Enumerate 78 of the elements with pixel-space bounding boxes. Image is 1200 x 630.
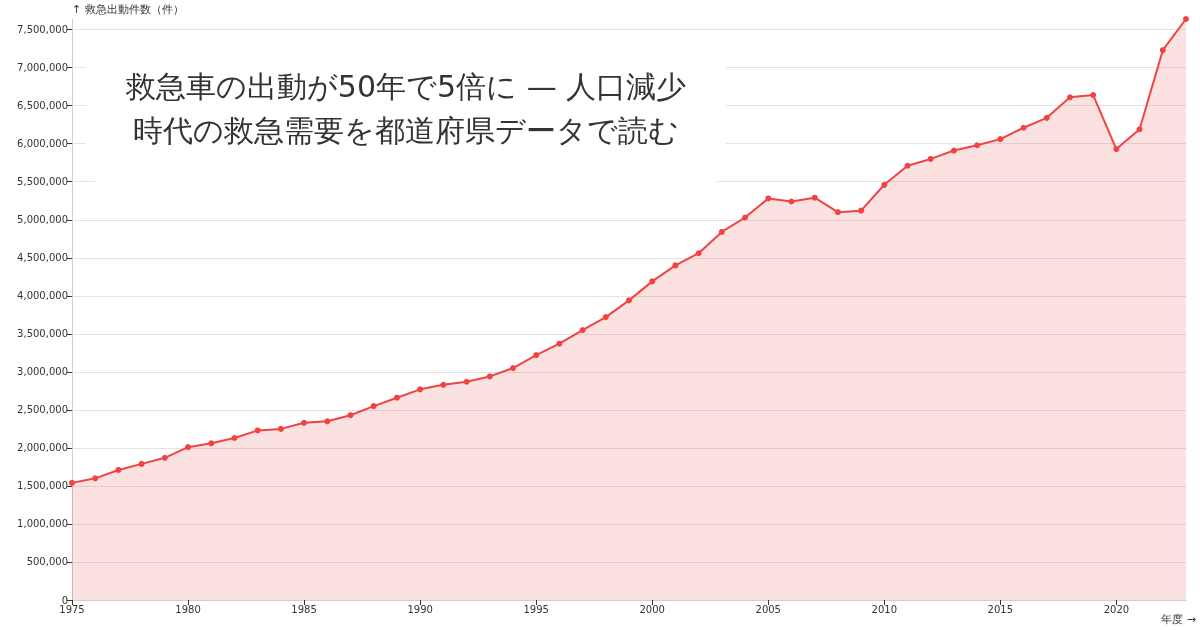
text: 救急車の出動が50年で5倍に — 人口減少時代の救急需要を都道府県データで読む	[124, 68, 688, 150]
point	[649, 278, 656, 285]
point	[463, 378, 470, 385]
point	[347, 412, 354, 419]
y-tick-label: 7,000,000	[17, 62, 68, 74]
x-tick-label: 2020	[1103, 603, 1130, 615]
y-tick-label: 1,000,000	[17, 518, 68, 530]
y-tick-label: 0	[61, 594, 68, 606]
y-tick-label: 4,000,000	[17, 290, 68, 302]
point	[115, 466, 122, 473]
point	[811, 194, 818, 201]
y-tick-label: 6,500,000	[17, 100, 68, 112]
point	[950, 147, 957, 154]
point	[393, 394, 400, 401]
point	[533, 352, 540, 359]
y-tick-label: 7,500,000	[17, 24, 68, 36]
y-tick-label: 3,500,000	[17, 328, 68, 340]
y-tick-label: 5,500,000	[17, 176, 68, 188]
y-tick-label: 5,000,000	[17, 214, 68, 226]
point	[974, 142, 981, 149]
y-tick-label: 2,500,000	[17, 404, 68, 416]
point	[579, 327, 586, 334]
point	[556, 340, 563, 347]
point	[138, 460, 145, 467]
x-tick-label: 2010	[871, 603, 898, 615]
point	[1183, 16, 1189, 22]
point	[695, 250, 702, 257]
point	[788, 198, 795, 205]
point	[742, 214, 749, 221]
x-tick-label: 2015	[987, 603, 1014, 615]
point	[1066, 94, 1073, 101]
point	[208, 440, 215, 447]
y-axis-title: ↑ 救急出動件数（件）	[72, 3, 184, 16]
point	[417, 386, 424, 393]
point	[1159, 47, 1166, 54]
point	[440, 381, 447, 388]
point	[161, 454, 168, 461]
point	[301, 419, 308, 426]
point	[1113, 146, 1120, 153]
point	[834, 209, 841, 216]
x-tick-label: 1985	[291, 603, 317, 615]
point	[92, 475, 99, 482]
y-tick-label: 1,500,000	[17, 480, 68, 492]
point	[69, 479, 75, 486]
point	[370, 403, 377, 410]
point	[1043, 114, 1050, 121]
x-tick-label: 1980	[175, 603, 201, 615]
point	[765, 195, 772, 202]
x-tick-label: 1990	[407, 603, 433, 615]
point	[509, 365, 516, 372]
point	[486, 373, 493, 380]
point	[672, 262, 679, 269]
x-tick-label: 2005	[755, 603, 781, 615]
y-tick-label: 3,000,000	[17, 366, 68, 378]
y-tick-label: 4,500,000	[17, 252, 68, 264]
point	[185, 444, 192, 451]
y-tick-label: 6,000,000	[17, 138, 68, 150]
point	[626, 297, 632, 304]
point	[904, 162, 911, 169]
x-tick-label: 2000	[639, 603, 665, 615]
point	[997, 136, 1004, 143]
point	[1136, 126, 1143, 133]
y-tick-label: 2,000,000	[17, 442, 68, 454]
point	[858, 207, 865, 214]
point	[927, 155, 934, 162]
point	[277, 425, 284, 432]
point	[1020, 124, 1027, 131]
x-axis-title: 年度 →	[1161, 613, 1196, 626]
point	[254, 427, 261, 434]
x-tick-label: 1975	[59, 603, 85, 615]
point	[231, 435, 238, 442]
point	[1090, 92, 1097, 99]
point	[718, 228, 725, 235]
point	[324, 418, 331, 425]
point	[602, 314, 609, 321]
point	[881, 181, 888, 188]
x-tick-label: 1995	[523, 603, 549, 615]
y-tick-label: 500,000	[26, 556, 68, 568]
